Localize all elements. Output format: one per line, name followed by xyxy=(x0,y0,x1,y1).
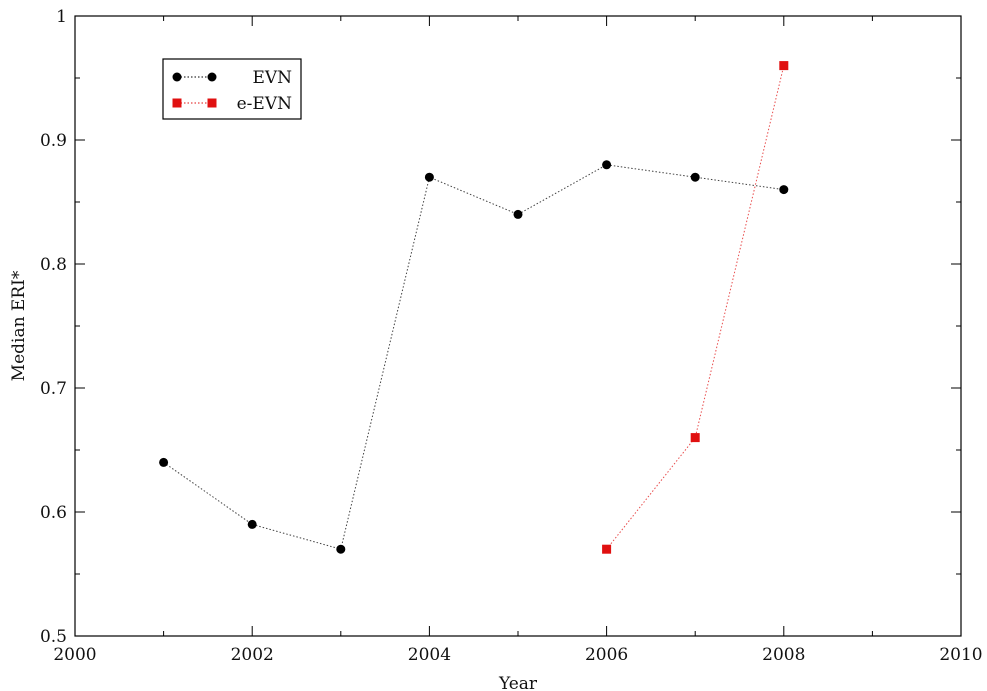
data-point-0-6 xyxy=(690,172,700,182)
data-point-0-2 xyxy=(336,544,346,554)
y-tick-label: 0.8 xyxy=(40,255,67,275)
x-tick-label: 2006 xyxy=(585,645,628,665)
legend-marker-0 xyxy=(172,72,182,82)
x-tick-label: 2000 xyxy=(53,645,96,665)
legend-marker-1 xyxy=(207,98,217,108)
y-tick-label: 0.6 xyxy=(40,503,67,523)
data-point-1-0 xyxy=(602,544,612,554)
x-tick-label: 2010 xyxy=(939,645,982,665)
y-tick-label: 0.7 xyxy=(40,379,67,399)
x-tick-label: 2002 xyxy=(231,645,274,665)
x-tick-label: 2008 xyxy=(762,645,805,665)
legend-marker-0 xyxy=(207,72,217,82)
data-point-0-1 xyxy=(247,519,257,529)
y-tick-label: 0.5 xyxy=(40,627,67,647)
x-tick-label: 2004 xyxy=(408,645,451,665)
data-point-0-7 xyxy=(779,185,789,195)
x-axis-title: Year xyxy=(498,674,538,691)
data-point-0-0 xyxy=(159,457,169,467)
data-point-0-3 xyxy=(424,172,434,182)
series-line-0 xyxy=(163,164,784,550)
series-line-1 xyxy=(606,65,785,550)
data-point-0-4 xyxy=(513,209,523,219)
series-lines xyxy=(163,65,785,550)
data-point-1-2 xyxy=(779,61,789,71)
legend-label-0: EVN xyxy=(252,68,292,88)
y-tick-label: 1 xyxy=(56,7,67,27)
y-axis-title: Median ERI* xyxy=(9,270,29,381)
legend: EVN e-EVN xyxy=(162,58,302,120)
legend-marker-1 xyxy=(172,98,182,108)
data-point-0-5 xyxy=(602,160,612,170)
series-markers xyxy=(159,61,789,554)
data-point-1-1 xyxy=(690,433,700,443)
legend-label-1: e-EVN xyxy=(237,94,292,114)
axis-ticks: 2000 2002 2004 2006 2008 2010 0.5 0.6 0.7 0.8 0.9 1 xyxy=(40,7,983,665)
legend-box xyxy=(162,58,302,120)
y-tick-label: 0.9 xyxy=(40,131,67,151)
